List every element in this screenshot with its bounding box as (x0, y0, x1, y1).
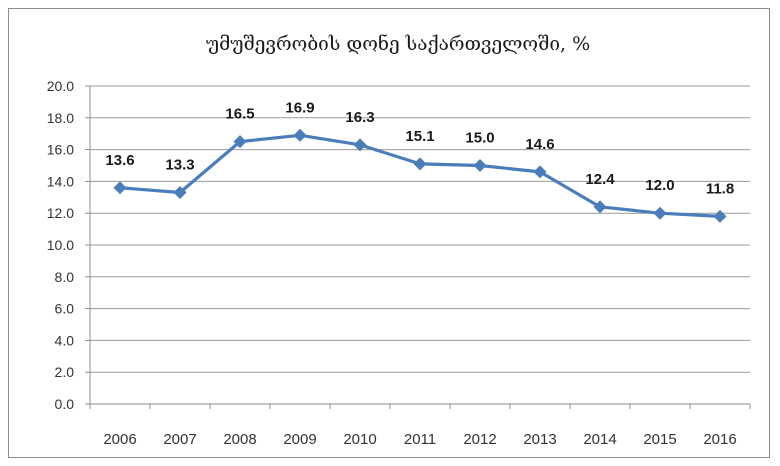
data-point-marker (713, 209, 727, 223)
y-tick-label: 18.0 (47, 110, 74, 126)
x-tick-label: 2013 (523, 431, 556, 448)
series-unemployment-rate (113, 128, 727, 223)
y-tick-label: 12.0 (47, 205, 74, 221)
y-tick-label: 4.0 (55, 332, 75, 348)
data-label: 15.0 (465, 130, 494, 147)
x-tick-label: 2009 (283, 431, 316, 448)
y-tick-label: 8.0 (55, 269, 75, 285)
y-tick-label: 20.0 (47, 78, 74, 94)
series-line (119, 133, 721, 218)
x-tick-label: 2015 (643, 431, 676, 448)
x-tick-label: 2016 (703, 431, 736, 448)
data-label: 15.1 (405, 128, 434, 145)
x-tick-label: 2012 (463, 431, 496, 448)
data-point-marker (413, 157, 427, 171)
data-point-marker (113, 181, 127, 195)
x-tick-label: 2011 (404, 431, 436, 448)
grid-lines (90, 85, 750, 373)
data-point-marker (653, 206, 667, 220)
data-label: 12.4 (585, 171, 615, 188)
data-point-marker (353, 138, 367, 152)
y-tick-label: 10.0 (47, 237, 74, 253)
data-point-marker (173, 186, 187, 200)
y-axis-ticks: 0.0 2.0 4.0 6.0 8.0 10.0 12.0 14.0 16.0 18.0 20.0 (47, 78, 90, 412)
chart-title: უმუშევრობის დონე საქართველოში, % (206, 33, 590, 55)
data-point-marker (233, 135, 247, 149)
data-point-marker (593, 200, 607, 214)
data-label: 16.9 (285, 99, 314, 116)
data-point-marker (293, 128, 307, 142)
x-tick-label: 2010 (343, 431, 376, 448)
data-label: 14.6 (525, 136, 554, 153)
data-point-marker (533, 165, 547, 179)
y-tick-label: 14.0 (47, 173, 74, 189)
x-tick-label: 2008 (223, 431, 256, 448)
data-label: 13.3 (165, 157, 194, 174)
x-tick-label: 2014 (583, 431, 616, 448)
data-label: 12.0 (645, 177, 674, 194)
data-label: 11.8 (706, 180, 734, 197)
x-tick-label: 2006 (103, 431, 136, 448)
data-label: 16.3 (345, 109, 374, 126)
data-label: 16.5 (225, 106, 254, 123)
y-tick-label: 2.0 (55, 364, 75, 380)
y-tick-label: 6.0 (55, 301, 75, 317)
chart-frame (8, 8, 770, 458)
x-axis-ticks: 2006 2007 2008 2009 2010 2011 2012 2013 2014 2015… (89, 404, 751, 448)
y-tick-label: 0.0 (55, 396, 75, 412)
data-point-marker (473, 159, 487, 172)
data-labels: 13.6 13.3 16.5 16.9 16.3 15.1 15.0 14.6 12.4 12.0… (105, 99, 734, 197)
y-tick-label: 16.0 (47, 142, 74, 158)
data-label: 13.6 (105, 152, 134, 169)
x-tick-label: 2007 (163, 431, 196, 448)
